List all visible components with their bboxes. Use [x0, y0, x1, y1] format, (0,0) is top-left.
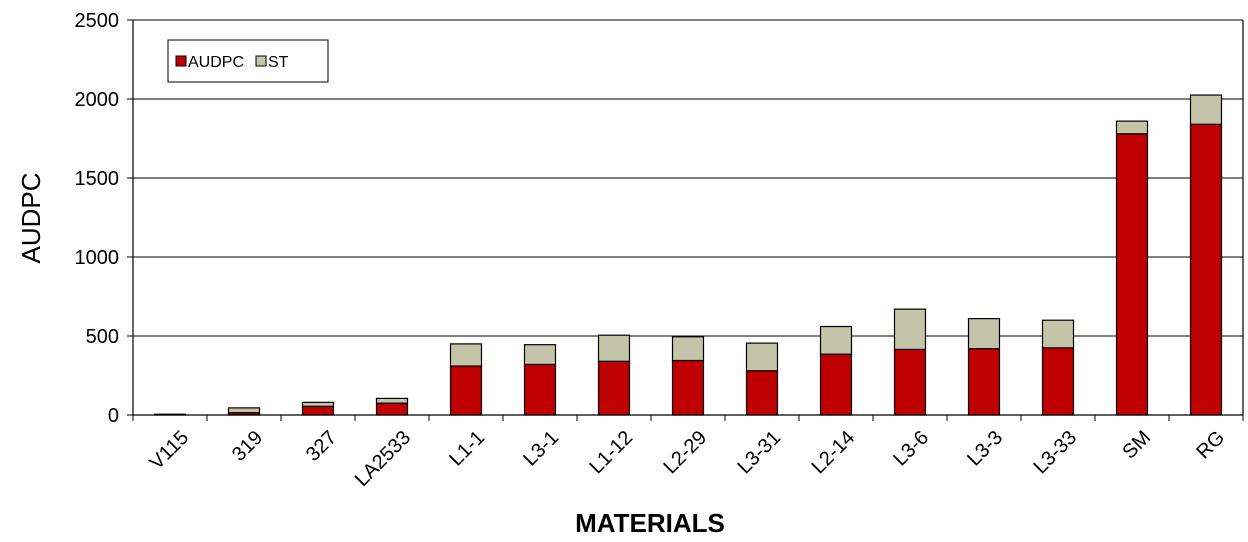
x-tick-label: L3-1: [519, 427, 563, 471]
y-tick-label: 2000: [75, 89, 120, 111]
axes: [132, 19, 1244, 421]
bar-audpc-327: [301, 405, 335, 416]
x-tick-label: 327: [302, 427, 341, 466]
bar-st-l2-14: [819, 325, 853, 355]
x-axis-title: MATERIALS: [575, 508, 725, 538]
x-tick-label: L1-1: [445, 427, 489, 471]
y-tick-label: 500: [86, 326, 119, 348]
legend-label-audpc: AUDPC: [188, 54, 244, 71]
y-tick-label: 2500: [75, 10, 120, 32]
x-tick-label: L3-6: [889, 427, 933, 471]
bar-st-327: [301, 401, 335, 407]
x-tick-label: V115: [146, 427, 194, 475]
bar-st-l1-12: [597, 334, 631, 362]
bar-audpc-l3-33: [1041, 347, 1075, 416]
y-axis-title: AUDPC: [16, 172, 46, 263]
bar-audpc-l3-31: [745, 370, 779, 416]
bar-st-319: [227, 407, 261, 414]
bar-st-l3-6: [893, 308, 927, 351]
bar-audpc-l1-12: [597, 360, 631, 416]
x-tick-label: L1-12: [585, 427, 637, 479]
x-tick-label: SM: [1118, 427, 1155, 464]
legend-frame: [167, 39, 329, 83]
bar-audpc-l2-14: [819, 353, 853, 416]
x-tick-label: L2-29: [659, 427, 711, 479]
x-tick-label: L3-31: [733, 427, 785, 479]
legend-label-st: ST: [268, 54, 289, 71]
legend-swatch-audpc: [175, 55, 187, 67]
legend: AUDPC ST: [167, 39, 329, 83]
x-tick-label: L2-14: [807, 427, 859, 479]
x-tick-label: LA2533: [351, 427, 415, 491]
y-tick-label: 1000: [75, 247, 120, 269]
bar-audpc-rg: [1189, 123, 1223, 416]
bar-audpc-la2533: [375, 402, 409, 416]
x-tick-label: L3-33: [1029, 427, 1081, 479]
bar-audpc-l3-3: [967, 348, 1001, 416]
x-tick-label: L3-3: [963, 427, 1007, 471]
legend-swatch-st: [255, 55, 267, 67]
bar-st-l2-29: [671, 336, 705, 362]
bar-st-l3-33: [1041, 319, 1075, 349]
bar-audpc-l3-6: [893, 348, 927, 416]
bar-st-rg: [1189, 94, 1223, 125]
x-tick-label: RG: [1192, 427, 1229, 464]
bar-audpc-sm: [1115, 133, 1149, 416]
bar-st-l3-1: [523, 344, 557, 366]
bar-st-la2533: [375, 397, 409, 404]
bar-st-l3-3: [967, 318, 1001, 350]
y-tick-labels: 0 500 1000 1500 2000 2500: [75, 10, 133, 427]
bar-audpc-l1-1: [449, 365, 483, 416]
y-tick-label: 1500: [75, 168, 120, 190]
x-tick-labels: V115 319 327 LA2533 L1-1 L3-1 L1-12 L2-29 L3-31 L…: [146, 427, 1230, 491]
bar-audpc-l2-29: [671, 359, 705, 416]
bars: [153, 94, 1223, 416]
bar-audpc-l3-1: [523, 363, 557, 416]
bar-st-l1-1: [449, 343, 483, 367]
bar-st-l3-31: [745, 342, 779, 372]
bar-st-sm: [1115, 120, 1149, 135]
y-tick-label: 0: [108, 405, 119, 427]
x-tick-label: 319: [228, 427, 267, 466]
